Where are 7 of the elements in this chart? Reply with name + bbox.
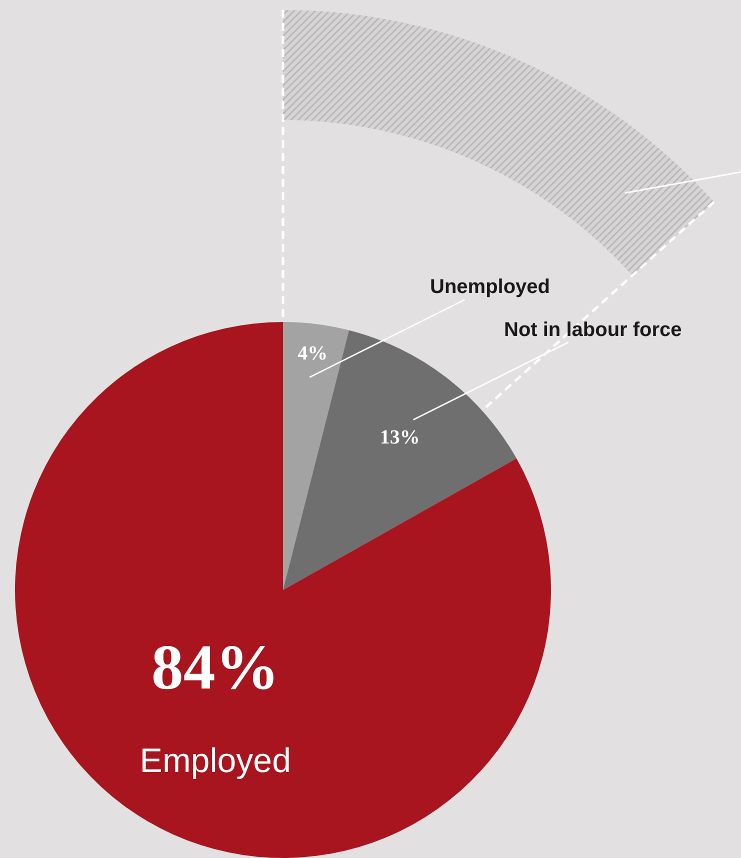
pie-slice <box>283 322 350 590</box>
data-label: 84% <box>151 632 280 703</box>
slice-label: Employed <box>140 742 291 780</box>
data-label: 4% <box>298 342 328 364</box>
slice-label: Unemployed <box>430 276 550 298</box>
data-label: 13% <box>380 426 420 448</box>
slice-label: Not in labour force <box>504 319 682 341</box>
